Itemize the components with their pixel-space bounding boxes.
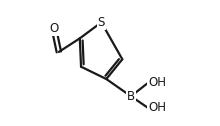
Text: OH: OH	[148, 76, 166, 89]
Text: B: B	[127, 90, 135, 103]
Text: O: O	[49, 22, 59, 35]
Text: OH: OH	[148, 101, 166, 115]
Text: S: S	[98, 16, 105, 29]
